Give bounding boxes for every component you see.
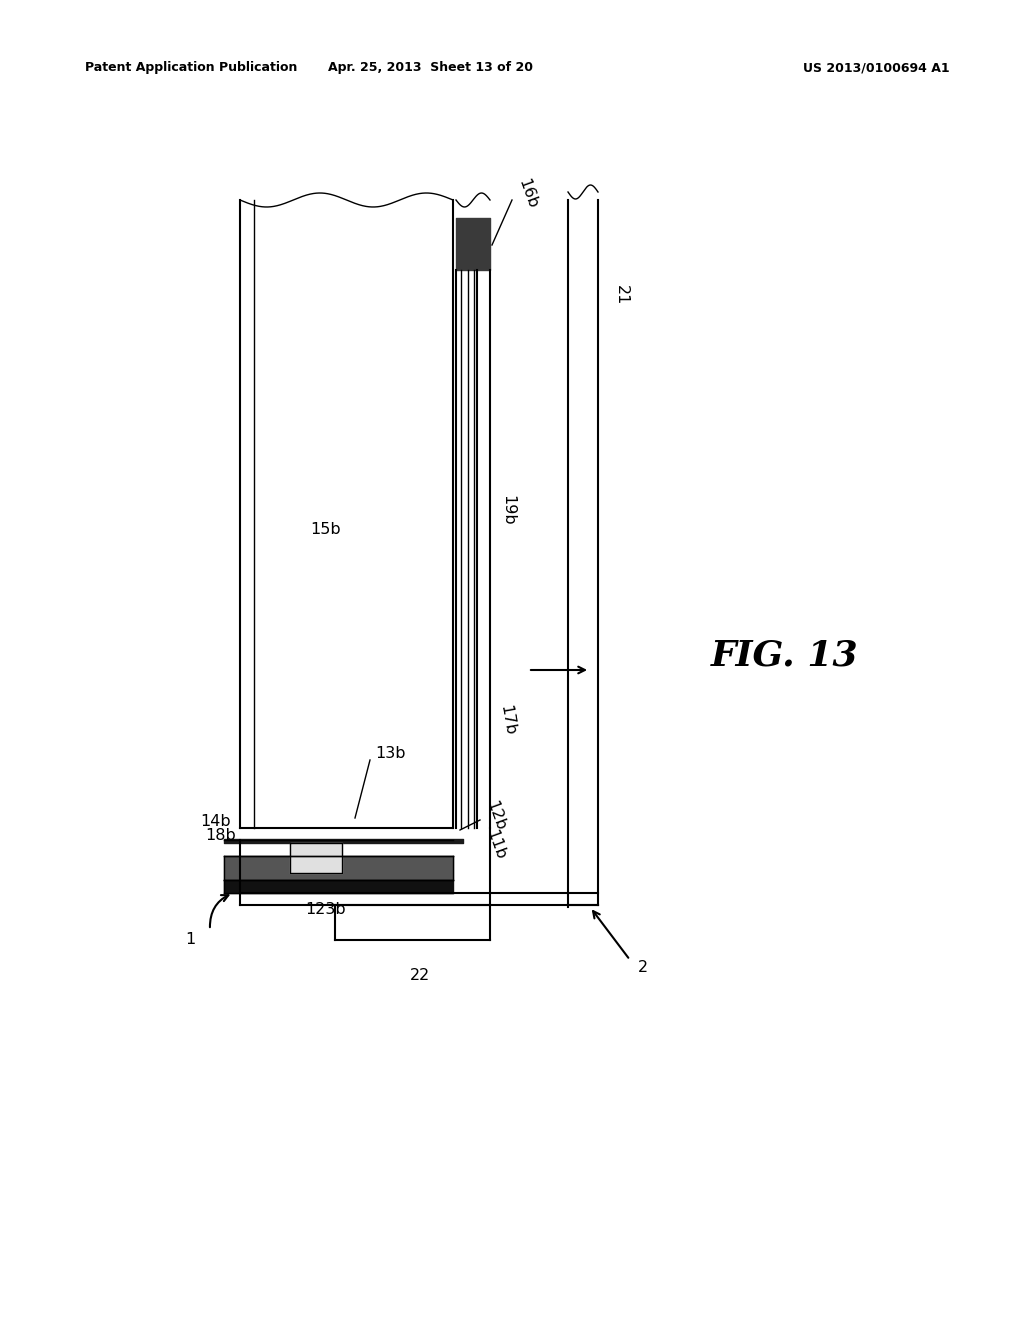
Text: 13b: 13b <box>375 746 406 760</box>
Text: 16b: 16b <box>515 177 540 211</box>
Text: 1: 1 <box>185 932 196 948</box>
Text: 11b: 11b <box>483 828 508 862</box>
Text: 12b: 12b <box>483 799 508 833</box>
Text: 15b: 15b <box>310 523 341 537</box>
Text: US 2013/0100694 A1: US 2013/0100694 A1 <box>804 62 950 74</box>
Text: Apr. 25, 2013  Sheet 13 of 20: Apr. 25, 2013 Sheet 13 of 20 <box>328 62 532 74</box>
Text: Patent Application Publication: Patent Application Publication <box>85 62 297 74</box>
Text: 22: 22 <box>410 968 430 982</box>
Text: 21: 21 <box>614 285 629 305</box>
Text: 19b: 19b <box>500 495 515 525</box>
Text: 18b: 18b <box>205 829 236 843</box>
Text: 17b: 17b <box>497 704 517 737</box>
Text: 2: 2 <box>638 961 648 975</box>
Text: 14b: 14b <box>200 814 230 829</box>
Text: 123b: 123b <box>305 903 346 917</box>
Text: FIG. 13: FIG. 13 <box>712 638 859 672</box>
